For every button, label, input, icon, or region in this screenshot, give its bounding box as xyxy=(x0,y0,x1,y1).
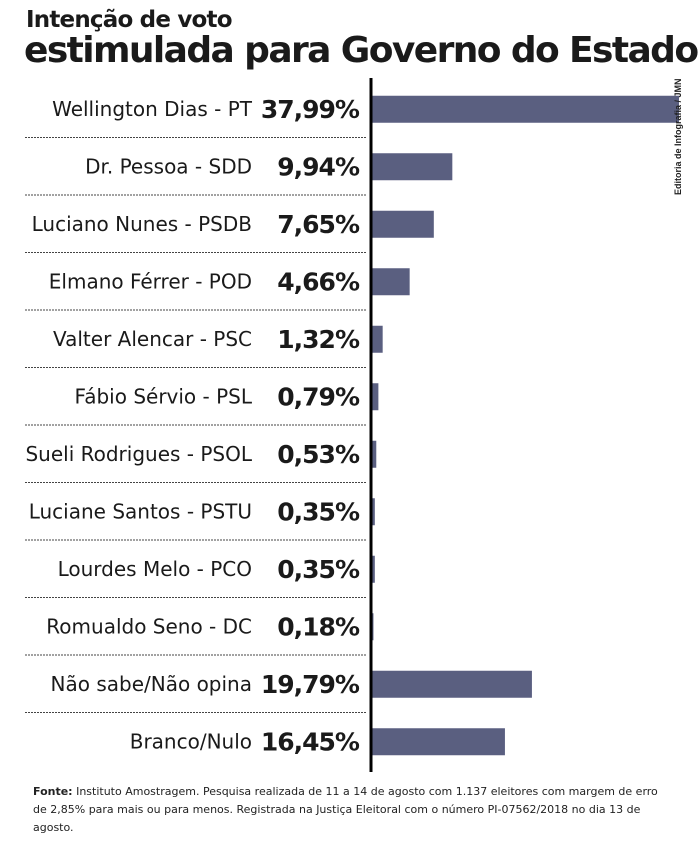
bar xyxy=(372,498,375,526)
value-label: 0,18% xyxy=(277,612,360,641)
bar xyxy=(372,728,505,756)
footnote: Fonte: Instituto Amostragem. Pesquisa re… xyxy=(33,783,663,837)
value-label: 0,79% xyxy=(277,382,360,411)
bar xyxy=(372,153,453,181)
category-label: Luciane Santos - PSTU xyxy=(29,499,252,523)
bar xyxy=(372,210,434,238)
chart-title-line1: Intenção de voto xyxy=(26,7,233,33)
value-label: 7,65% xyxy=(277,210,360,239)
category-label: Valter Alencar - PSC xyxy=(53,327,252,351)
bar xyxy=(372,555,375,583)
category-label: Wellington Dias - PT xyxy=(52,97,253,121)
bar xyxy=(372,670,532,698)
credit-label: Editoria de Infografia / JMN xyxy=(673,78,683,195)
value-label: 1,32% xyxy=(277,325,360,354)
category-label: Branco/Nulo xyxy=(130,729,252,753)
value-label: 9,94% xyxy=(277,152,360,181)
category-label: Lourdes Melo - PCO xyxy=(58,557,252,581)
category-label: Elmano Férrer - POD xyxy=(49,269,252,293)
bar xyxy=(372,440,377,468)
category-label: Dr. Pessoa - SDD xyxy=(85,154,252,178)
bar xyxy=(372,95,679,123)
value-label: 37,99% xyxy=(261,95,360,124)
chart-title: estimulada para Governo do Estado xyxy=(24,30,699,71)
category-label: Fábio Sérvio - PSL xyxy=(75,384,253,408)
bar xyxy=(372,268,410,296)
category-label: Sueli Rodrigues - PSOL xyxy=(25,442,252,466)
value-label: 0,53% xyxy=(277,440,360,469)
value-label: 0,35% xyxy=(277,555,360,584)
category-label: Romualdo Seno - DC xyxy=(46,614,252,638)
value-label: 19,79% xyxy=(261,670,360,699)
category-label: Não sabe/Não opina xyxy=(51,672,252,696)
category-label: Luciano Nunes - PSDB xyxy=(32,212,252,236)
bar xyxy=(372,383,379,411)
bar xyxy=(372,613,374,641)
footnote-text: Instituto Amostragem. Pesquisa realizada… xyxy=(33,785,658,834)
bar xyxy=(372,325,383,353)
value-label: 16,45% xyxy=(261,727,360,756)
value-label: 4,66% xyxy=(277,267,360,296)
footnote-label: Fonte: xyxy=(33,785,73,798)
value-label: 0,35% xyxy=(277,497,360,526)
bar-chart: Wellington Dias - PT 37,99% Dr. Pessoa - S… xyxy=(25,78,679,772)
